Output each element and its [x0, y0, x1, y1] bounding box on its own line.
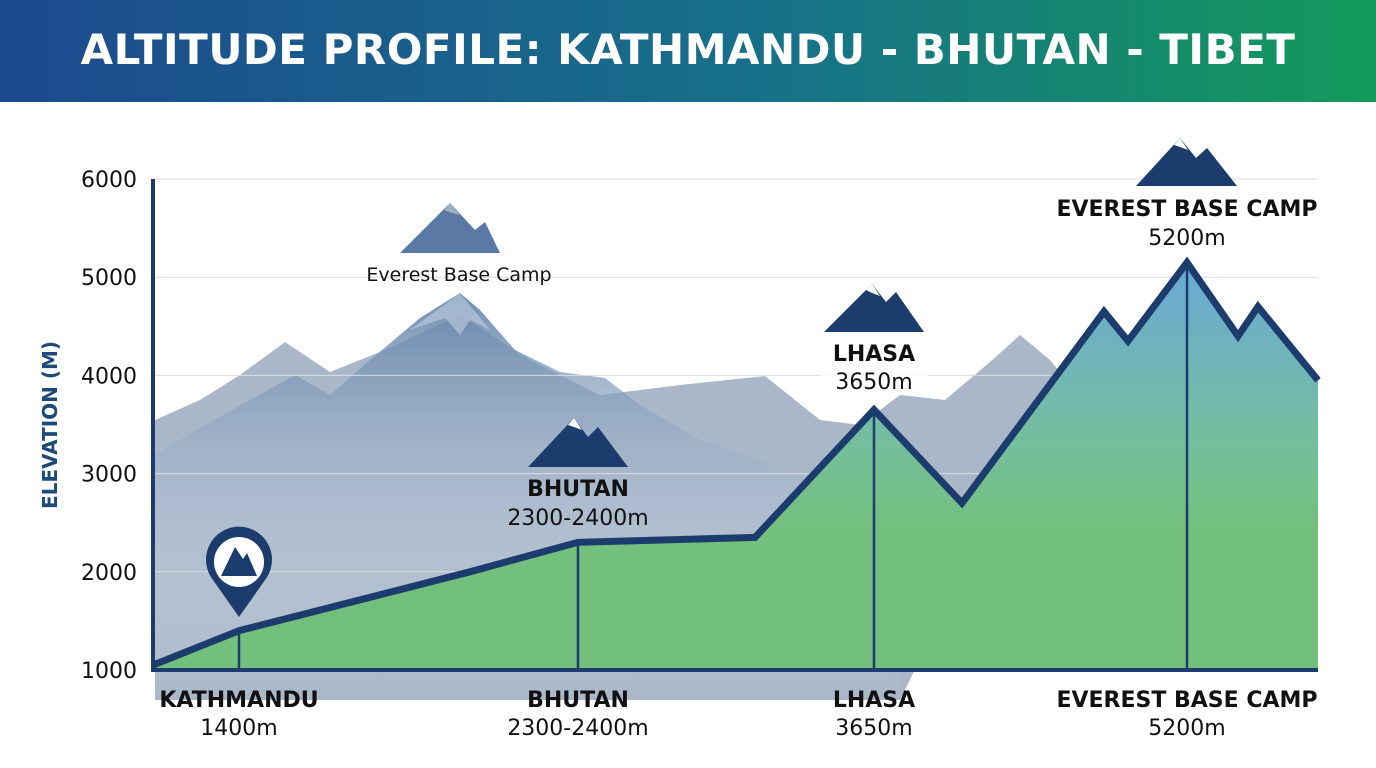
- mountain-icon: [1136, 138, 1237, 186]
- y-tick-label: 5000: [81, 266, 137, 291]
- y-tick-label: 3000: [81, 463, 137, 488]
- annotation-bhutan-elevation: 2300-2400m: [507, 506, 648, 531]
- annotation-bhutan-name: BHUTAN: [527, 477, 629, 502]
- y-tick-labels: 6000 5000 4000 3000 2000 1000: [81, 168, 137, 684]
- mountain-icon: [528, 418, 628, 467]
- elevation-area: [153, 262, 1318, 670]
- axes: [151, 179, 1318, 672]
- y-tick-label: 2000: [81, 561, 137, 586]
- mountain-icon: [400, 203, 500, 253]
- route-line: [151, 256, 1321, 669]
- x-stop-labels: KATHMANDU 1400m BHUTAN 2300-2400m LHASA …: [159, 688, 1317, 741]
- stop-lhasa-name: LHASA: [833, 688, 915, 713]
- annotation-lhasa-elevation: 3650m: [835, 370, 912, 395]
- chart-title: ALTITUDE PROFILE: KATHMANDU - BHUTAN - T…: [80, 25, 1296, 174]
- front-mountain-snow: [410, 293, 490, 335]
- location-pin-icon: [205, 526, 272, 617]
- icons: Everest Base Camp: [205, 138, 1237, 617]
- y-tick-label: 6000: [81, 168, 137, 193]
- stop-bhutan-elevation: 2300-2400m: [507, 716, 648, 741]
- y-tick-label: 1000: [81, 659, 137, 684]
- mountain-icon: [824, 284, 924, 332]
- peak-annotations: EVEREST BASE CAMP 5200m LHASA 3650m BHUT…: [507, 197, 1317, 531]
- background-peak-label: Everest Base Camp: [366, 264, 551, 286]
- stop-kathmandu-name: KATHMANDU: [159, 688, 318, 713]
- annotation-lhasa-name: LHASA: [833, 342, 915, 367]
- annotation-everest-name: EVEREST BASE CAMP: [1056, 197, 1317, 222]
- y-tick-label: 4000: [81, 364, 137, 389]
- stop-bhutan-name: BHUTAN: [527, 688, 629, 713]
- stop-everest-elevation: 5200m: [1148, 716, 1225, 741]
- stop-kathmandu-elevation: 1400m: [200, 716, 277, 741]
- stop-markers: [237, 262, 1189, 670]
- annotation-everest-elevation: 5200m: [1148, 226, 1225, 251]
- header-banner: ALTITUDE PROFILE: KATHMANDU - BHUTAN - T…: [0, 0, 1376, 174]
- stop-lhasa-elevation: 3650m: [835, 716, 912, 741]
- y-axis-label: ELEVATION (M): [38, 341, 62, 509]
- stop-everest-name: EVEREST BASE CAMP: [1056, 688, 1317, 713]
